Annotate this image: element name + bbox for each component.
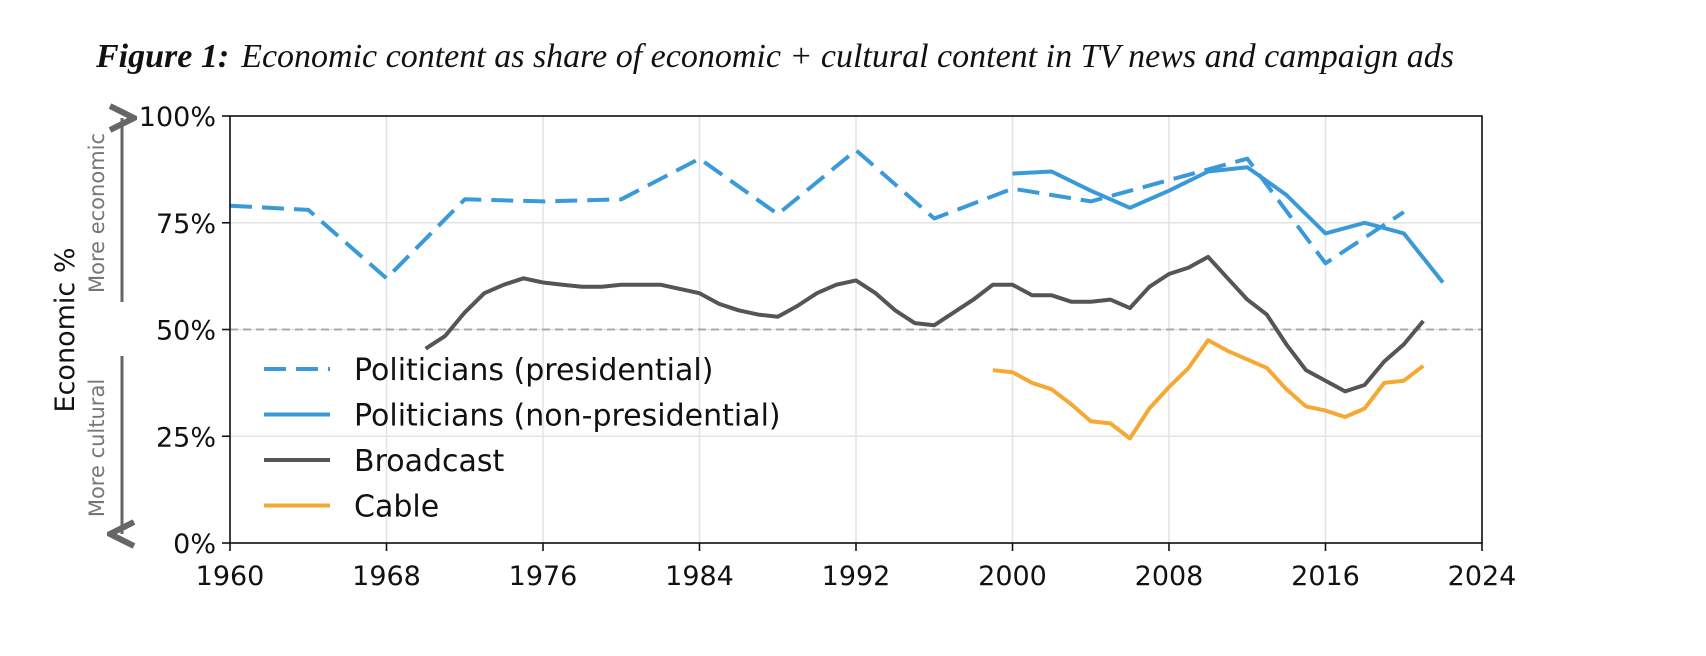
x-tick-label: 2008	[1135, 561, 1204, 592]
more-cultural-indicator: More cultural	[85, 356, 122, 534]
series-lines	[229, 148, 1445, 441]
x-tick-label: 2000	[978, 561, 1047, 592]
series-line-3	[424, 254, 1425, 394]
series-line-1	[229, 148, 1405, 281]
figure-caption: Economic content as share of economic + …	[241, 38, 1454, 75]
more-economic-indicator: More economic	[85, 118, 122, 302]
legend-label: Politicians (presidential)	[354, 353, 713, 388]
y-axis-label: Economic %	[50, 248, 81, 413]
x-tick-label: 1984	[665, 561, 734, 592]
more-cultural-label: More cultural	[85, 379, 109, 517]
x-tick-label: 1960	[196, 561, 265, 592]
series-line-2	[1012, 165, 1445, 284]
x-tick-label: 1976	[509, 561, 578, 592]
x-tick-label: 1992	[822, 561, 891, 592]
legend-label: Politicians (non-presidential)	[354, 399, 781, 434]
x-tick-label: 2024	[1448, 561, 1517, 592]
y-tick-label: 25%	[156, 422, 216, 453]
y-tick-label: 50%	[156, 316, 216, 347]
y-tick-label: 0%	[173, 529, 216, 560]
figure-number: Figure 1:	[96, 38, 230, 75]
series-line-4	[992, 338, 1425, 441]
y-tick-label: 75%	[156, 209, 216, 240]
legend-label: Broadcast	[354, 444, 505, 479]
figure-title: Figure 1: Economic content as share of ec…	[96, 38, 1696, 76]
more-economic-label: More economic	[85, 133, 109, 293]
x-tick-label: 1968	[352, 561, 421, 592]
legend: Politicians (presidential) Politicians (n…	[264, 353, 781, 525]
x-tick-label: 2016	[1291, 561, 1360, 592]
legend-label: Cable	[354, 490, 439, 525]
axis-ticks: 1960 1968 1976 1984 1992 2000 2008 2016 2024 0% 25…	[139, 102, 1517, 592]
y-tick-label: 100%	[139, 102, 216, 133]
